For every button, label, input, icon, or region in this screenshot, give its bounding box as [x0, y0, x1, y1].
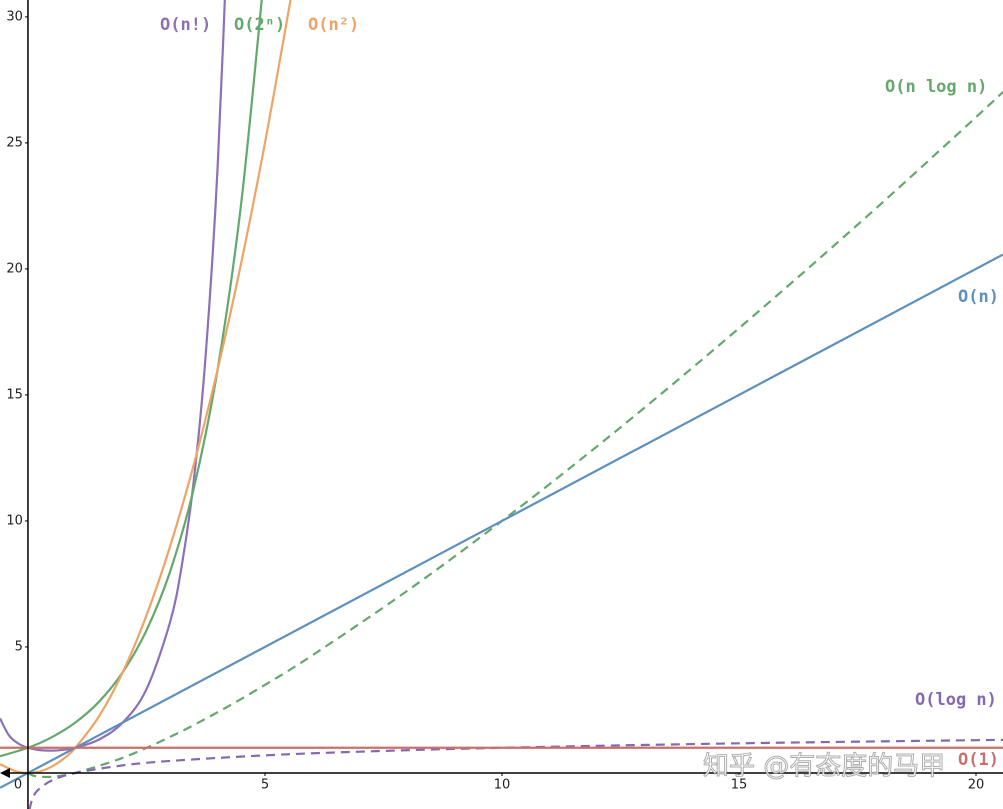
x-tick-label: 10: [494, 777, 511, 792]
y-tick-label: 15: [6, 387, 23, 402]
series-line: [0, 0, 226, 752]
x-tick-label: 20: [968, 777, 985, 792]
series-label: O(log n): [915, 690, 997, 710]
y-tick-label: 25: [6, 135, 23, 150]
series-line: [27, 91, 1003, 779]
series-line: [0, 0, 292, 775]
x-tick-label: 0: [14, 777, 22, 792]
y-tick-label: 10: [6, 513, 23, 528]
series-label: O(n log n): [885, 77, 987, 97]
series-label: O(n!): [160, 15, 211, 35]
y-tick-label: 5: [15, 639, 23, 654]
watermark: 知乎 @有态度的马甲: [703, 752, 945, 782]
series-line: [28, 738, 1003, 809]
series-label: O(n²): [308, 15, 359, 35]
x-tick-label: 5: [261, 777, 269, 792]
x-tick-label: 15: [731, 777, 748, 792]
series-label: O(2ⁿ): [234, 15, 285, 35]
series-label: O(n): [958, 287, 999, 307]
y-tick-label: 20: [6, 261, 23, 276]
series-line: [0, 0, 263, 758]
y-tick-label: 30: [6, 9, 23, 24]
series-line: [0, 253, 1003, 789]
x-axis-arrow: [0, 767, 10, 778]
series-label: O(1): [958, 750, 999, 770]
